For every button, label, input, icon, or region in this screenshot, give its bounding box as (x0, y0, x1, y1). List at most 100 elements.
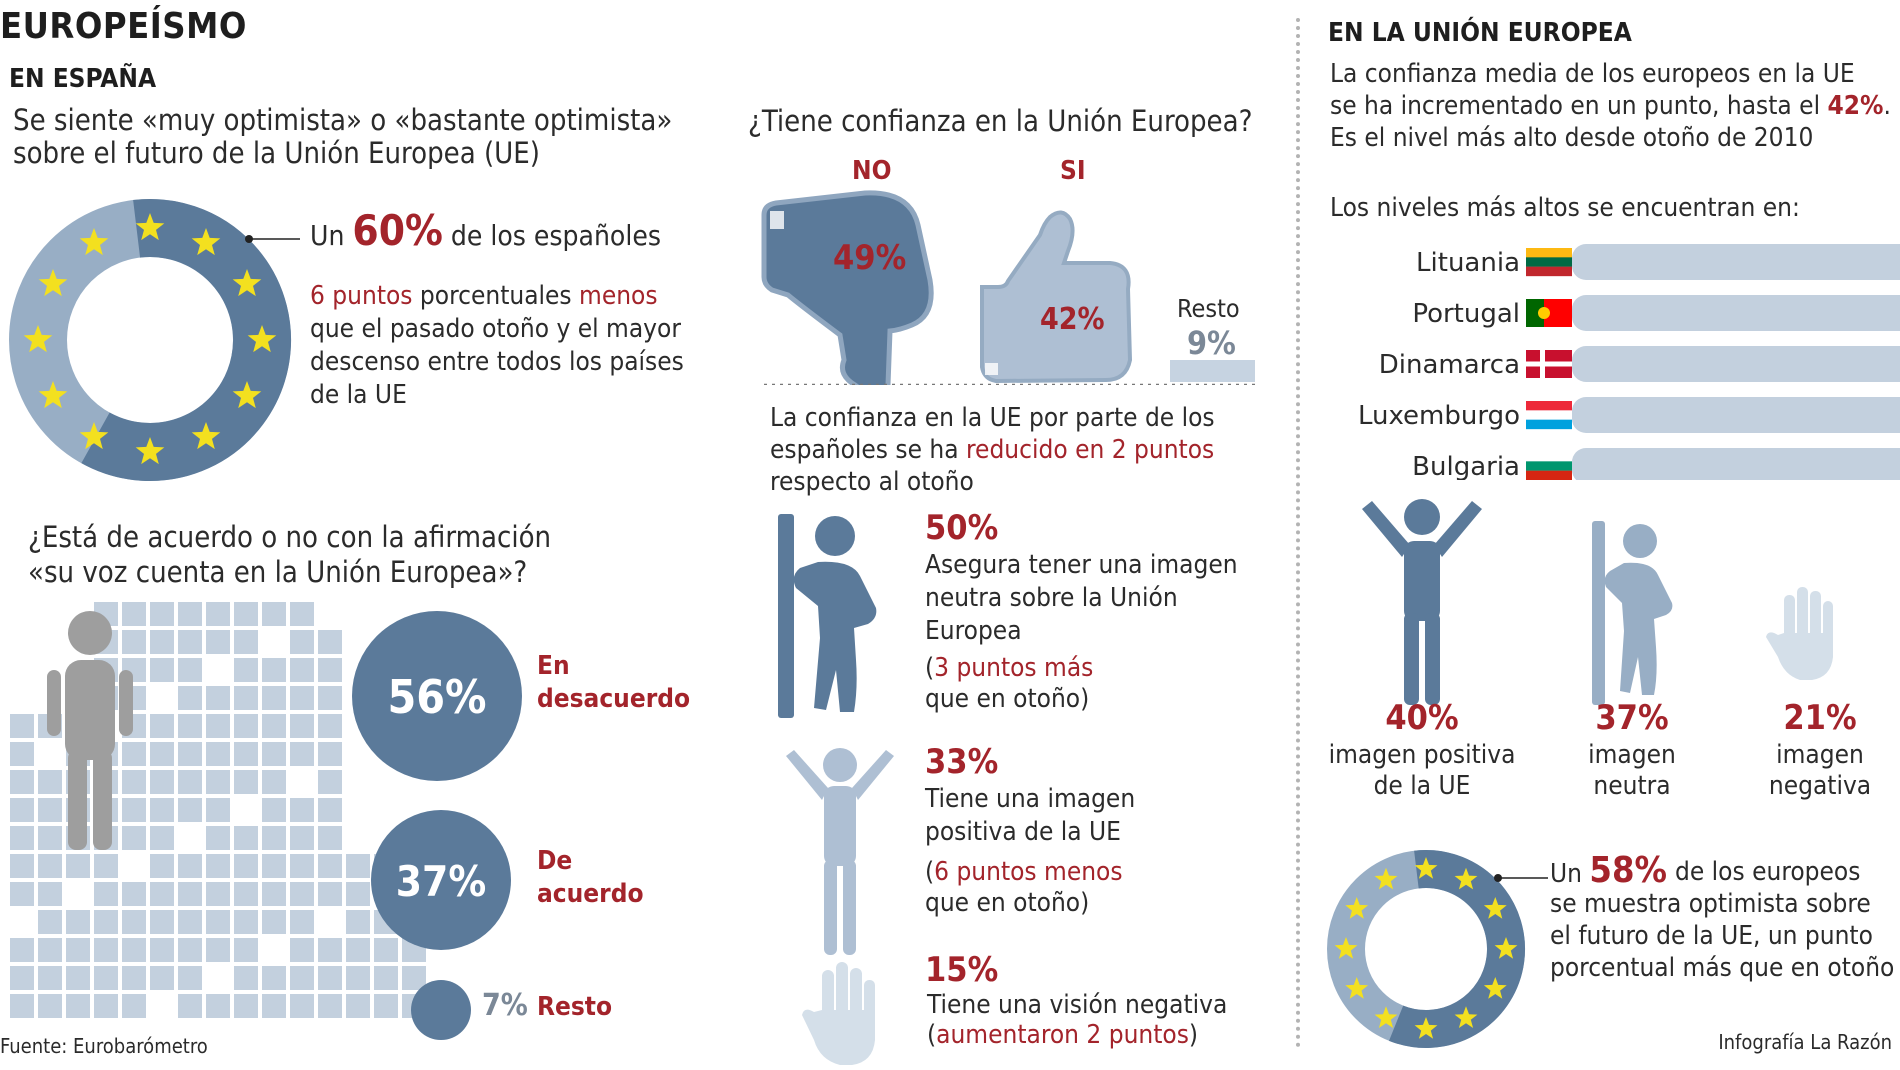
mosaic-tile (178, 686, 202, 710)
eu-image-0-value: 40% (1385, 698, 1459, 738)
mosaic-tile (290, 714, 314, 738)
mosaic-tile (206, 686, 230, 710)
mosaic-tile (122, 630, 146, 654)
trust-rest-value: 9% (1187, 324, 1236, 362)
mosaic-tile (262, 994, 286, 1018)
mosaic-tile (374, 994, 398, 1018)
voice-label-disagree: En desacuerdo (537, 651, 691, 714)
mosaic-tile (262, 966, 286, 990)
mosaic-tile (290, 882, 314, 906)
mosaic-tile (178, 602, 202, 626)
mosaic-tile (178, 854, 202, 878)
mosaic-tile (38, 854, 62, 878)
eu-star-icon (23, 325, 53, 353)
trust-item-0-value: 50% (925, 508, 999, 548)
mosaic-tile (318, 770, 342, 794)
mosaic-tile (150, 882, 174, 906)
eu-star-icon (38, 269, 68, 297)
voice-value-agree: 37% (395, 857, 487, 906)
mosaic-tile (66, 994, 90, 1018)
eu-heading: EN LA UNIÓN EUROPEA (1328, 18, 1632, 48)
mosaic-tile (262, 770, 286, 794)
mosaic-tile (94, 854, 118, 878)
stop-hand-icon (802, 962, 875, 1065)
mosaic-tile (262, 910, 286, 934)
mosaic-tile (234, 602, 258, 626)
mosaic-tile (318, 854, 342, 878)
eu-image-2-value: 21% (1783, 698, 1857, 738)
voice-circle-agree (371, 810, 511, 950)
mosaic-tile (150, 742, 174, 766)
page-title: EUROPEÍSMO (0, 6, 247, 47)
mosaic-tile (66, 966, 90, 990)
mosaic-tile (178, 966, 202, 990)
mosaic-tile (318, 714, 342, 738)
eu-star-icon (38, 381, 68, 409)
mosaic-tile (38, 910, 62, 934)
mosaic-tile (150, 938, 174, 962)
mosaic-tile (150, 854, 174, 878)
voice-value-rest: 7% (482, 988, 528, 1023)
country-label: Lituania (1416, 248, 1520, 278)
eu-star-icon (1414, 1017, 1438, 1039)
mosaic-tile (206, 826, 230, 850)
mosaic-tile (290, 742, 314, 766)
mosaic-tile (38, 966, 62, 990)
country-bar-chart: Lituania66%Portugal57%Dinamarca57%Luxemb… (1358, 244, 1900, 480)
country-label: Dinamarca (1379, 350, 1520, 380)
donut-58-arc (1389, 850, 1525, 1048)
leader-dot (245, 235, 253, 243)
eu-image-1-label: imagen neutra (1588, 740, 1676, 801)
spain-note: 6 puntos porcentuales menos que el pasad… (310, 281, 684, 410)
flag-icon (1526, 401, 1572, 430)
mosaic-tile (150, 826, 174, 850)
trust-item-1-change: (6 puntos menos que en otoño) (925, 857, 1123, 918)
mosaic-tile (178, 938, 202, 962)
mosaic-tile (10, 742, 34, 766)
mosaic-tile (234, 714, 258, 738)
mosaic-tile (122, 770, 146, 794)
mosaic-tile (290, 686, 314, 710)
voice-value-disagree: 56% (387, 670, 487, 724)
country-bar (1572, 346, 1900, 382)
voice-circle-disagree (352, 611, 522, 781)
flag-icon (1526, 248, 1572, 277)
mosaic-tile (122, 994, 146, 1018)
mosaic-tile (234, 854, 258, 878)
mosaic-tile (262, 742, 286, 766)
mosaic-tile (66, 910, 90, 934)
stop-hand-icon (1766, 587, 1833, 680)
mosaic-tile (290, 994, 314, 1018)
levels-intro: Los niveles más altos se encuentran en: (1330, 193, 1800, 223)
mosaic-tile (10, 994, 34, 1018)
mosaic-tile (262, 826, 286, 850)
mosaic-tile (94, 994, 118, 1018)
arms-up-person-icon (786, 748, 894, 955)
mosaic-tile (122, 742, 146, 766)
mosaic-tile (290, 966, 314, 990)
mosaic-tile (206, 770, 230, 794)
mosaic-tile (234, 966, 258, 990)
mosaic-tile (66, 938, 90, 962)
rest-bar (1170, 360, 1255, 382)
mosaic-tile (38, 826, 62, 850)
eu-star-icon (1454, 867, 1478, 890)
mosaic-tile (234, 994, 258, 1018)
mosaic-tile (206, 854, 230, 878)
mosaic-tile (346, 854, 370, 878)
trust-si-label: SI (1060, 156, 1086, 186)
eu-image-icons (1362, 499, 1833, 705)
leaning-person-icon (778, 514, 877, 718)
mosaic-tile (10, 798, 34, 822)
eu-star-icon (1414, 857, 1438, 879)
mosaic-tile (318, 826, 342, 850)
mosaic-tile (234, 630, 258, 654)
eu-star-icon (1454, 1006, 1478, 1028)
mosaic-tile (290, 938, 314, 962)
mosaic-tile (290, 826, 314, 850)
mosaic-tile (318, 630, 342, 654)
mosaic-tile (94, 938, 118, 962)
eu-intro: La confianza media de los europeos en la… (1330, 59, 1891, 153)
flag-icon (1526, 299, 1572, 327)
flag-icon (1526, 452, 1572, 480)
